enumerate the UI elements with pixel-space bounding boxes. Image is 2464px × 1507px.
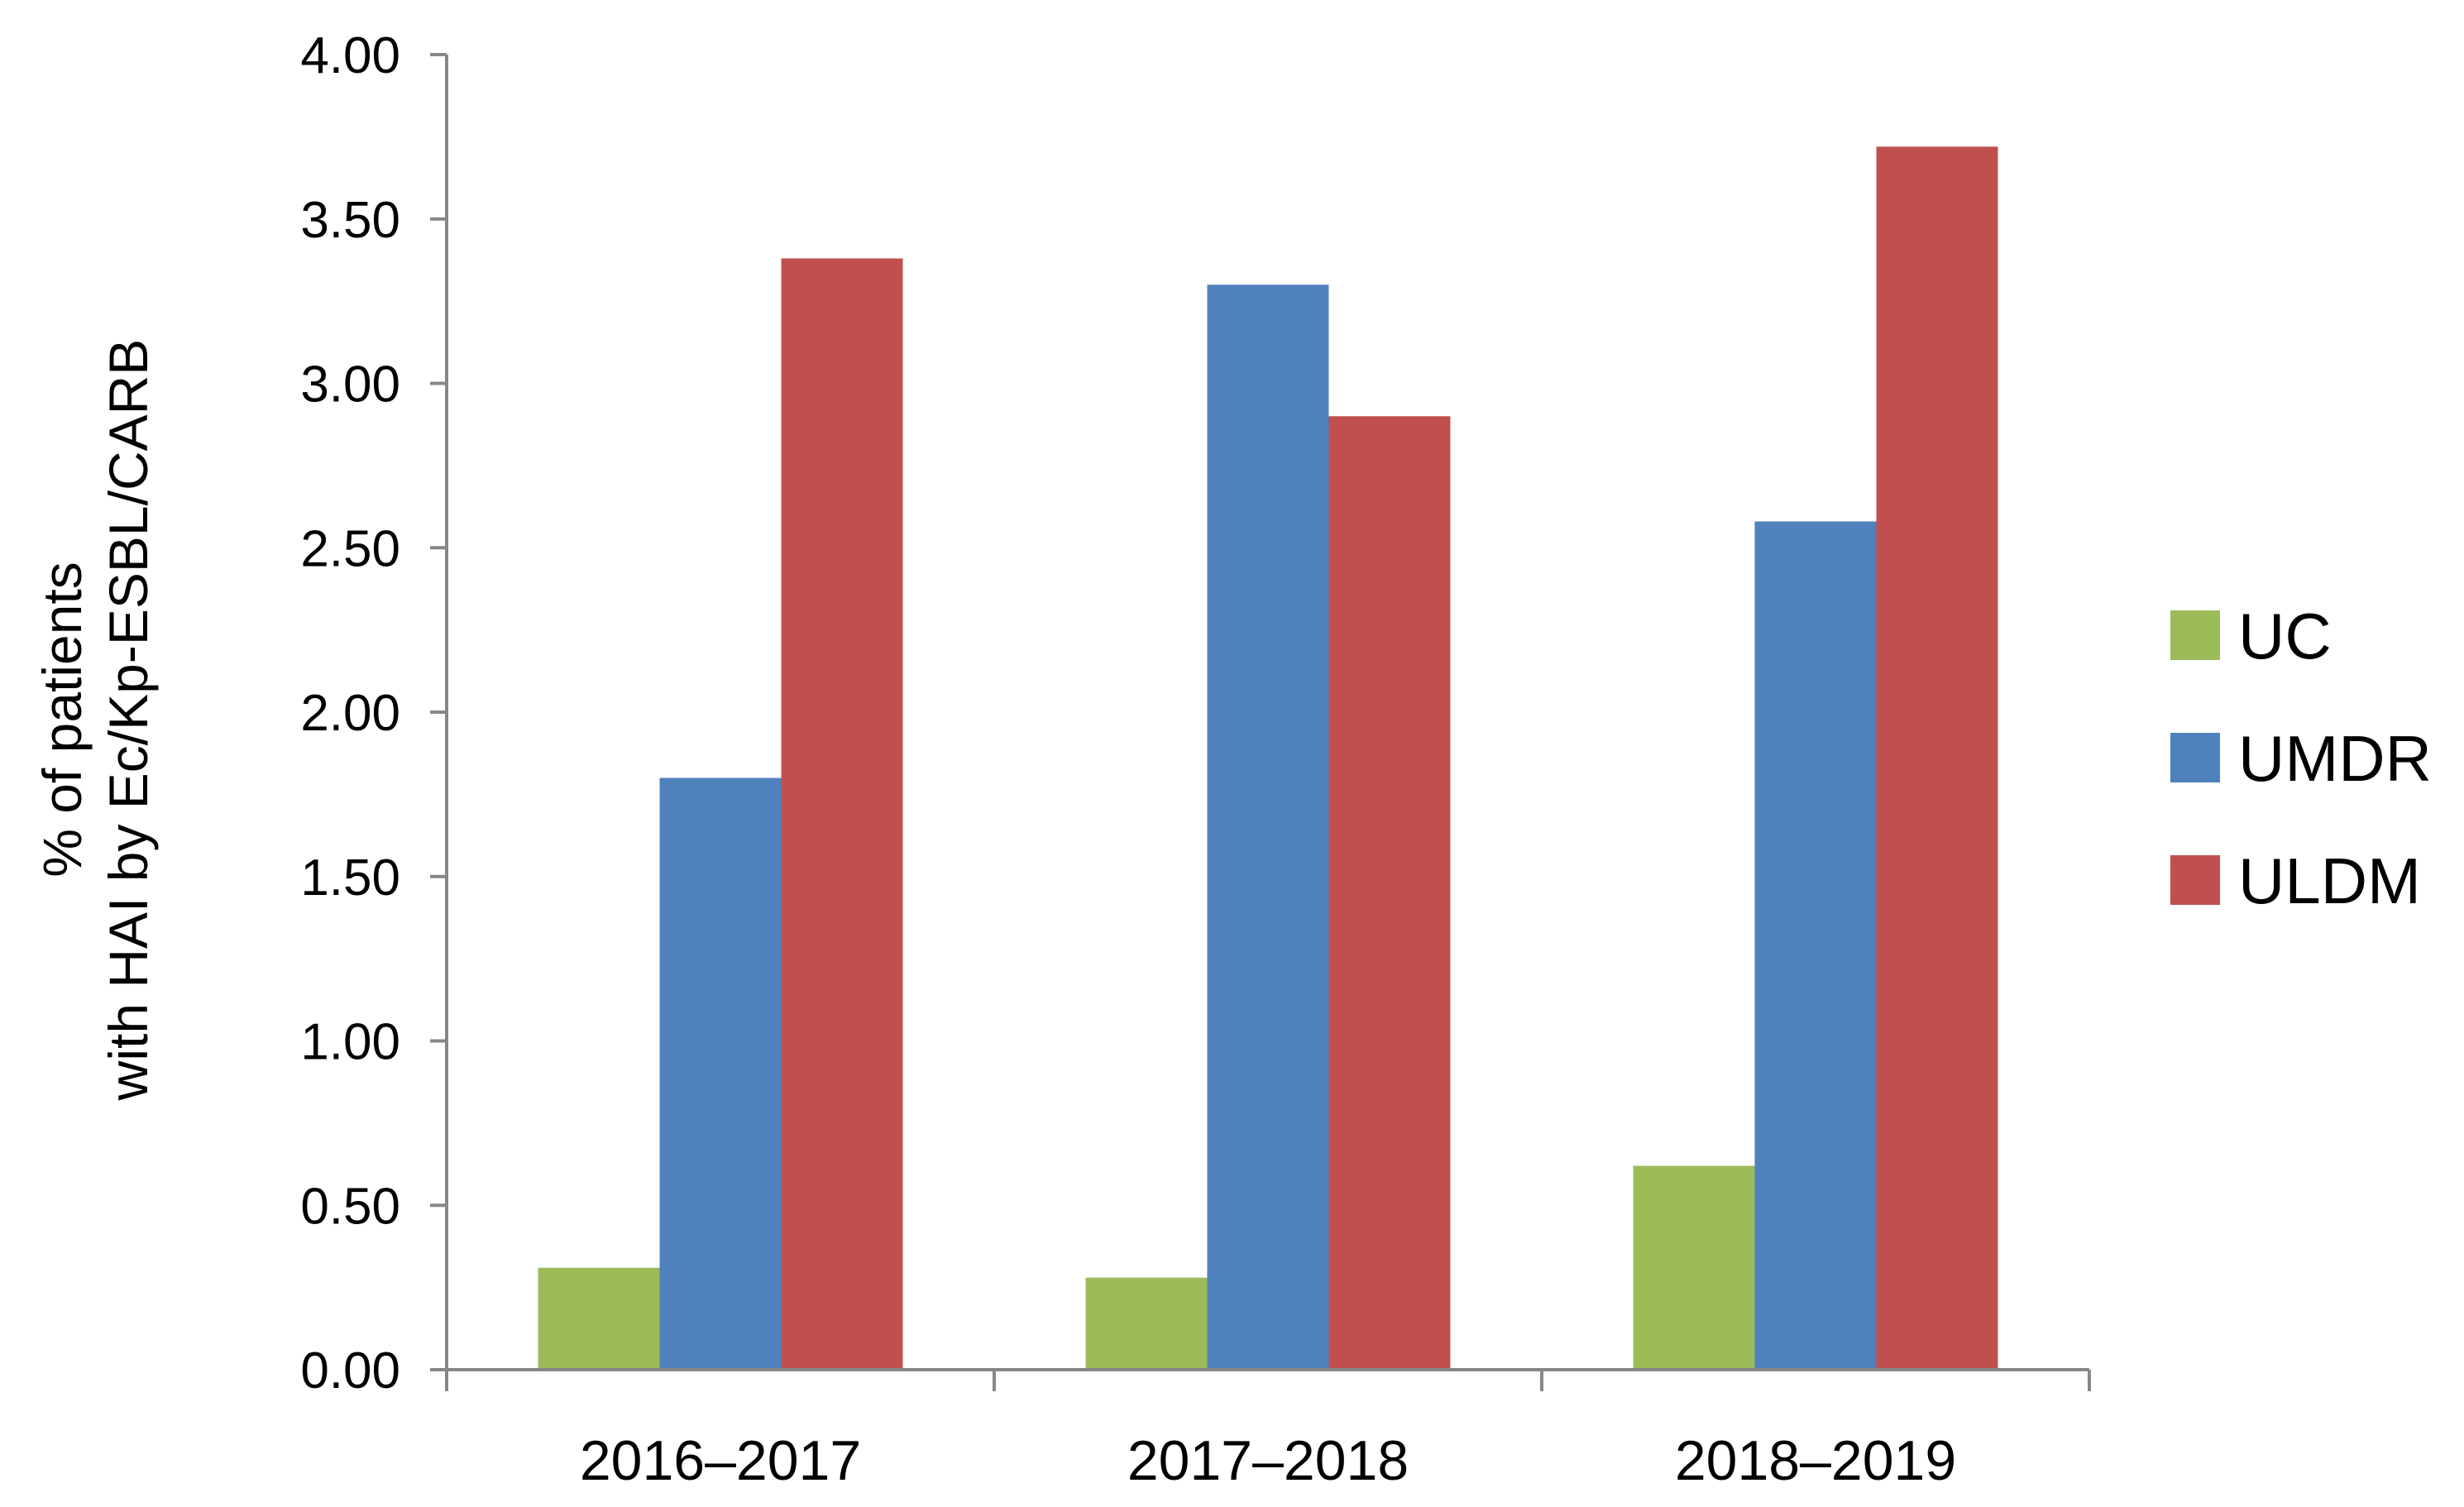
y-axis-ticks: 0.00 0.50 1.00 1.50 2.00 2.50 3.00 3.50 4.00 (300, 27, 448, 1399)
bar-umdr-0 (659, 777, 782, 1370)
y-axis-title-line-1: % of patients (31, 562, 93, 878)
bar-uc-0 (538, 1267, 660, 1370)
bar-umdr-2 (1754, 521, 1877, 1371)
y-tick-label: 0.00 (300, 1342, 400, 1399)
bar-uc-1 (1085, 1277, 1208, 1370)
legend-label-uldm: ULDM (2238, 844, 2421, 917)
bar-uldm-0 (781, 258, 903, 1371)
y-tick-label: 3.50 (300, 192, 400, 249)
y-tick-label: 1.50 (300, 849, 400, 907)
legend-swatch-umdr (2170, 733, 2220, 782)
legend-swatch-uldm (2170, 855, 2220, 905)
x-axis-labels: 2016–2017 2017–2018 2018–2019 (580, 1429, 1956, 1492)
bar-uc-2 (1633, 1165, 1755, 1370)
bar-umdr-1 (1207, 285, 1329, 1370)
legend-swatch-uc (2170, 610, 2220, 660)
x-category-label: 2018–2019 (1675, 1429, 1956, 1492)
y-axis-title-line-2: with HAI by Ec/Kp-ESBL/CARB (98, 339, 159, 1102)
x-category-label: 2016–2017 (580, 1429, 861, 1492)
x-category-label: 2017–2018 (1127, 1429, 1409, 1492)
y-tick-label: 2.50 (300, 520, 400, 577)
legend-label-umdr: UMDR (2238, 722, 2432, 795)
legend-label-uc: UC (2238, 600, 2332, 672)
y-tick-label: 2.00 (300, 685, 400, 742)
y-tick-label: 4.00 (300, 27, 400, 84)
y-tick-label: 1.00 (300, 1014, 400, 1071)
bar-uldm-2 (1876, 146, 1998, 1370)
y-tick-label: 0.50 (300, 1178, 400, 1235)
y-axis-title: % of patients with HAI by Ec/Kp-ESBL/CAR… (31, 339, 159, 1102)
bar-series (538, 146, 1998, 1371)
x-axis (445, 1368, 2091, 1391)
y-tick-label: 3.00 (300, 356, 400, 414)
bar-uldm-1 (1328, 416, 1451, 1370)
legend: UC UMDR ULDM (2170, 600, 2432, 917)
